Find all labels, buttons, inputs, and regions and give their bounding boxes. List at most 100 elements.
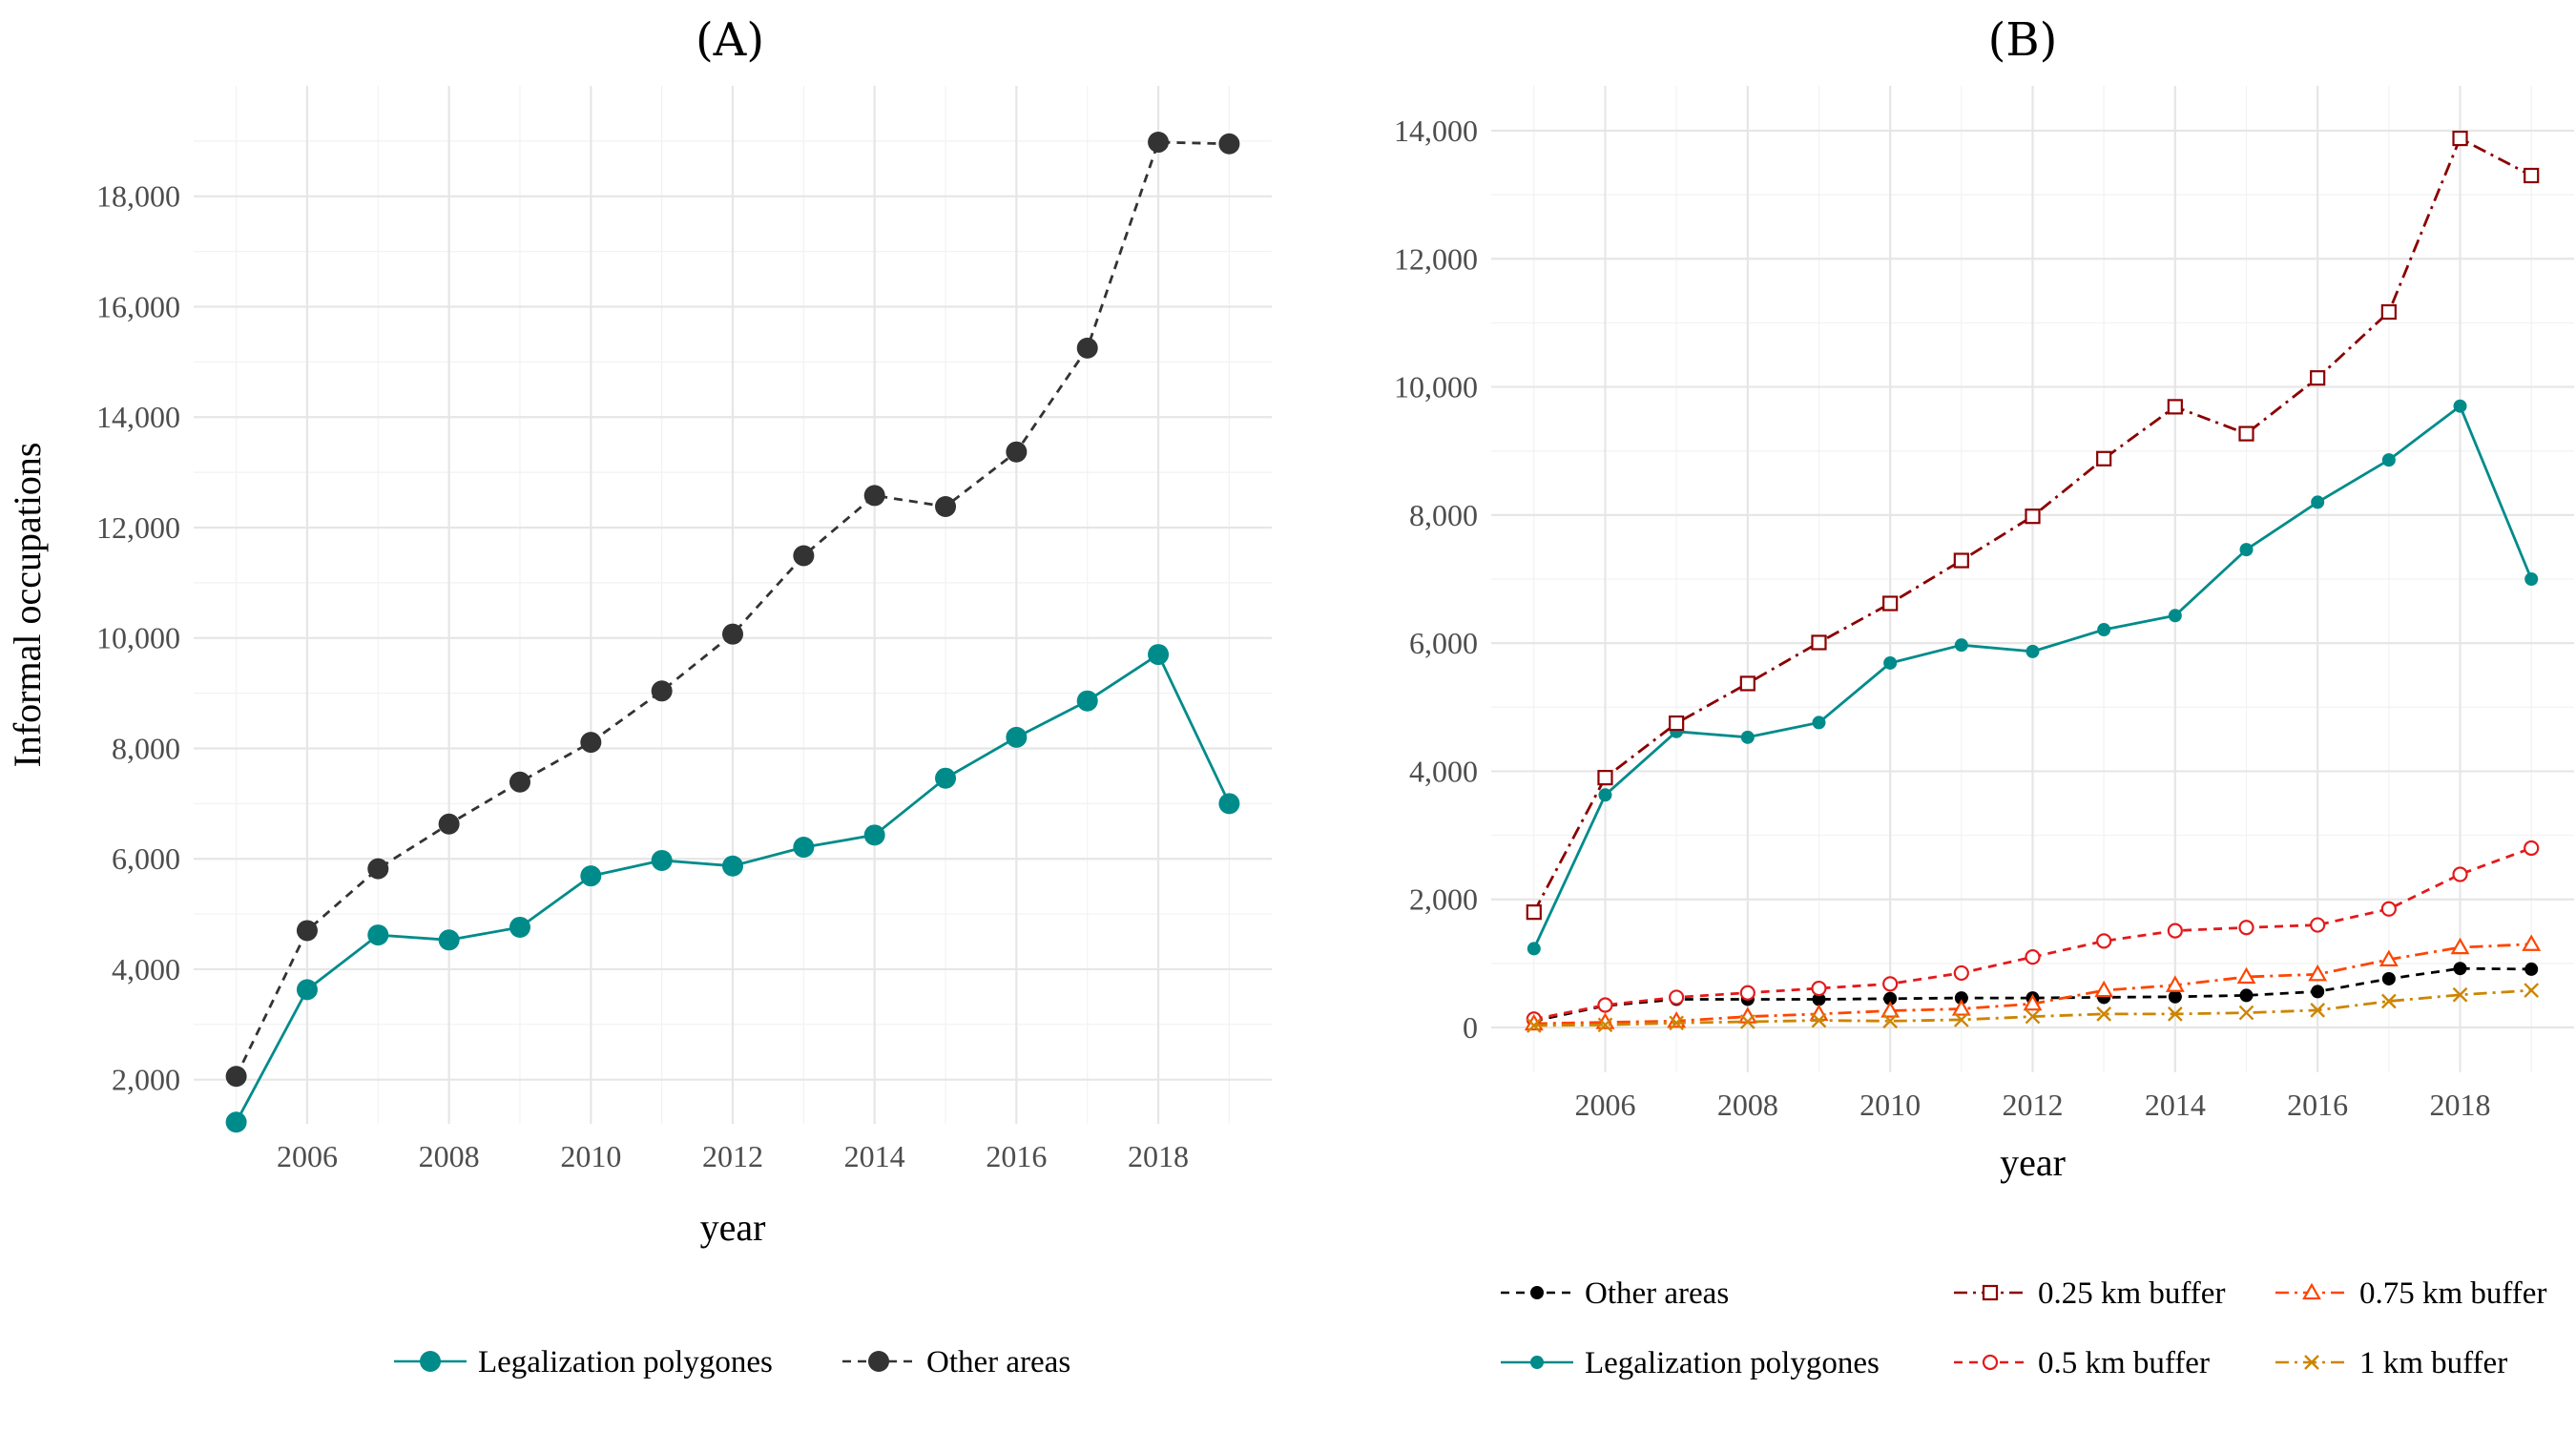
data-point — [1597, 1017, 1613, 1033]
data-point — [2450, 937, 2470, 955]
chart-title: (A) — [696, 13, 764, 67]
y-tick-label: 10,000 — [1394, 370, 1478, 404]
data-point — [1598, 788, 1612, 802]
data-point — [1953, 552, 1969, 569]
data-point — [509, 771, 530, 793]
x-tick-label: 2006 — [1574, 1088, 1635, 1122]
data-point — [296, 920, 318, 942]
data-point — [1951, 999, 1971, 1016]
data-point — [2165, 975, 2185, 992]
data-point — [2239, 543, 2254, 557]
data-point — [2522, 934, 2542, 951]
data-point — [1740, 730, 1755, 744]
data-point — [1811, 980, 1827, 997]
legend-key-marker — [420, 1351, 441, 1372]
data-point — [1739, 985, 1755, 1001]
legend-key-marker — [1982, 1354, 1999, 1371]
data-point — [1883, 655, 1898, 670]
data-point — [367, 924, 389, 946]
data-point — [438, 813, 460, 835]
y-tick-label: 12,000 — [96, 510, 180, 545]
data-point — [2025, 1008, 2041, 1025]
data-point — [2168, 609, 2182, 623]
data-point — [2452, 866, 2468, 882]
series-0-5-km-buffer — [1526, 840, 2540, 1027]
data-point — [2311, 985, 2325, 999]
data-point — [2238, 1005, 2254, 1021]
x-tick-label: 2006 — [277, 1139, 338, 1173]
data-point — [2238, 920, 2254, 936]
legend-label: Legalization polygones — [1585, 1346, 1880, 1380]
x-tick-label: 2018 — [1128, 1139, 1189, 1173]
data-point — [2167, 1006, 2183, 1022]
y-tick-label: 2,000 — [112, 1063, 180, 1097]
data-point — [1953, 1012, 1969, 1027]
data-point — [1882, 1013, 1899, 1029]
x-tick-label: 2012 — [702, 1139, 763, 1173]
data-point — [793, 837, 815, 859]
data-point — [1811, 1012, 1827, 1028]
data-point — [2310, 917, 2326, 933]
gridlines — [1491, 86, 2574, 1072]
data-point — [1006, 441, 1028, 463]
gridlines — [194, 86, 1272, 1124]
data-point — [1526, 904, 1542, 921]
legend-label: 0.5 km buffer — [2038, 1346, 2210, 1380]
data-point — [2524, 840, 2540, 857]
x-tick-label: 2010 — [560, 1139, 621, 1173]
data-point — [1076, 337, 1098, 359]
data-point — [2524, 167, 2540, 184]
x-tick-label: 2018 — [2430, 1088, 2491, 1122]
data-point — [1739, 675, 1755, 692]
series-legalization-polygones — [225, 644, 1240, 1133]
data-point — [2025, 508, 2041, 525]
data-point — [2097, 623, 2111, 637]
series-1-km-buffer — [1526, 983, 2540, 1033]
data-point — [722, 855, 743, 877]
data-point — [2238, 425, 2254, 442]
data-point — [509, 916, 530, 938]
data-point — [2381, 971, 2396, 985]
data-point — [863, 485, 885, 507]
legend-label: 0.25 km buffer — [2038, 1276, 2225, 1311]
y-tick-label: 16,000 — [96, 289, 180, 323]
data-point — [2310, 370, 2326, 386]
data-point — [2380, 901, 2397, 917]
data-point — [580, 732, 602, 754]
data-point — [1669, 715, 1685, 732]
legend-label: 0.75 km buffer — [2359, 1276, 2546, 1311]
y-tick-label: 18,000 — [96, 179, 180, 214]
data-point — [1597, 997, 1613, 1013]
data-point — [1954, 638, 1968, 653]
data-point — [1148, 644, 1170, 666]
data-point — [2239, 988, 2254, 1003]
legend-key-marker — [1982, 1284, 1999, 1301]
y-tick-label: 14,000 — [1394, 114, 1478, 148]
y-tick-label: 12,000 — [1394, 241, 1478, 276]
y-axis-title: Informal occupations — [6, 443, 49, 768]
series-other-areas — [225, 132, 1240, 1088]
data-point — [793, 545, 815, 567]
data-point — [2096, 933, 2112, 949]
data-point — [2452, 986, 2468, 1003]
data-point — [2167, 399, 2183, 415]
data-point — [2096, 450, 2112, 467]
data-point — [1880, 1001, 1901, 1018]
data-point — [1218, 793, 1240, 815]
y-tick-label: 14,000 — [96, 400, 180, 434]
data-point — [935, 767, 957, 789]
y-tick-label: 6,000 — [1409, 626, 1478, 660]
data-point — [863, 824, 885, 846]
series-legalization-polygones — [1527, 399, 2539, 956]
data-point — [1882, 976, 1899, 992]
x-tick-label: 2008 — [419, 1139, 480, 1173]
data-point — [225, 1066, 247, 1088]
data-point — [722, 623, 743, 645]
data-point — [2310, 1003, 2326, 1018]
x-tick-label: 2016 — [986, 1139, 1047, 1173]
y-tick-label: 2,000 — [1409, 882, 1478, 917]
data-point — [2168, 989, 2182, 1004]
series-line — [1533, 846, 2532, 1021]
data-point — [1006, 726, 1028, 748]
legend-label: 1 km buffer — [2359, 1346, 2507, 1380]
